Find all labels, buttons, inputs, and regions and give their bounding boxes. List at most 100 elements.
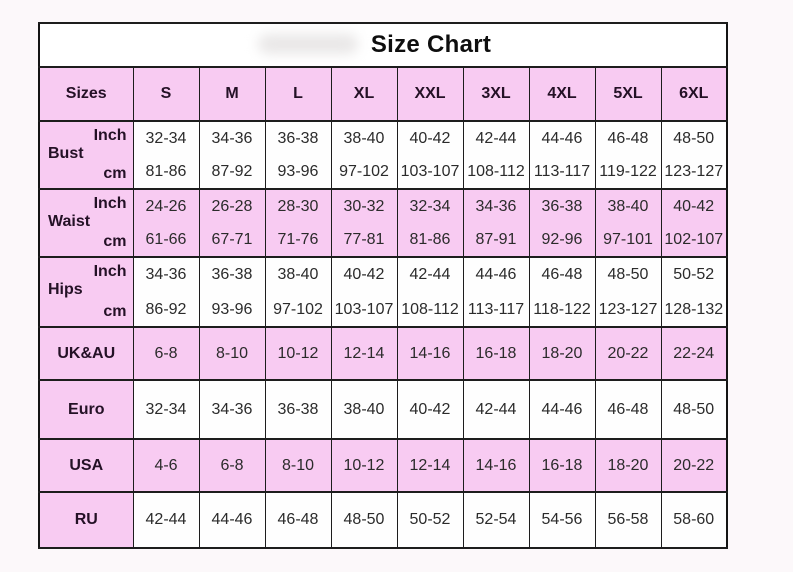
bust-cm-value: 123-127	[664, 163, 724, 180]
waist-cell-l: 28-30 71-76	[264, 188, 332, 258]
hips-cell-5xl: 48-50 123-127	[594, 256, 662, 328]
bust-cell-6xl: 48-50 123-127	[660, 120, 728, 190]
bust-inch-value: 42-44	[475, 130, 517, 147]
hips-cell-3xl: 44-46 113-117	[462, 256, 530, 328]
header-size-3xl: 3XL	[462, 66, 530, 122]
hips-unit-cm: cm	[103, 303, 127, 320]
usa-cell-6xl: 20-22	[660, 438, 728, 493]
bust-inch-value: 44-46	[541, 130, 583, 147]
hips-cm-value: 103-107	[334, 301, 394, 318]
waist-unit-inch: Inch	[93, 195, 127, 212]
waist-cell-xxl: 32-34 81-86	[396, 188, 464, 258]
waist-cell-s: 24-26 61-66	[132, 188, 200, 258]
ru-cell-xxl: 50-52	[396, 491, 464, 549]
hips-cell-4xl: 46-48 118-122	[528, 256, 596, 328]
table-row-euro: Euro 32-34 34-36 36-38 38-40 40-42 42-44…	[38, 379, 728, 440]
bust-row-label: Inch Bust cm	[38, 120, 134, 190]
ru-cell-s: 42-44	[132, 491, 200, 549]
waist-inch-value: 36-38	[541, 198, 583, 215]
bust-cm-value: 93-96	[277, 163, 319, 180]
table-row-usa: USA 4-6 6-8 8-10 10-12 12-14 14-16 16-18…	[38, 438, 728, 493]
hips-cell-xxl: 42-44 108-112	[396, 256, 464, 328]
usa-row-label: USA	[38, 438, 134, 493]
euro-cell-6xl: 48-50	[660, 379, 728, 440]
euro-cell-m: 34-36	[198, 379, 266, 440]
table-row-hips: Inch Hips cm 34-36 86-92 36-38 93-96 38-40…	[38, 256, 728, 328]
bust-cm-value: 113-117	[533, 163, 591, 180]
bust-cm-value: 81-86	[145, 163, 187, 180]
bust-cm-value: 97-102	[339, 163, 389, 180]
hips-cm-value: 97-102	[273, 301, 323, 318]
euro-cell-xxl: 40-42	[396, 379, 464, 440]
bust-inch-value: 40-42	[409, 130, 451, 147]
bust-inch-value: 36-38	[277, 130, 319, 147]
ru-cell-m: 44-46	[198, 491, 266, 549]
hips-cell-6xl: 50-52 128-132	[660, 256, 728, 328]
waist-inch-value: 24-26	[145, 198, 187, 215]
bust-cell-m: 34-36 87-92	[198, 120, 266, 190]
header-size-xl: XL	[330, 66, 398, 122]
waist-inch-value: 40-42	[673, 198, 715, 215]
usa-cell-3xl: 14-16	[462, 438, 530, 493]
hips-inch-value: 50-52	[673, 266, 715, 283]
hips-label: Hips	[48, 281, 83, 298]
bust-cm-value: 103-107	[400, 163, 460, 180]
waist-cm-value: 87-91	[475, 231, 517, 248]
page-title: Size Chart	[370, 31, 492, 58]
waist-inch-value: 38-40	[607, 198, 649, 215]
waist-cm-value: 81-86	[409, 231, 451, 248]
bust-cell-xl: 38-40 97-102	[330, 120, 398, 190]
euro-cell-3xl: 42-44	[462, 379, 530, 440]
ukau-cell-l: 10-12	[264, 326, 332, 381]
hips-cm-value: 128-132	[664, 301, 724, 318]
bust-inch-value: 32-34	[145, 130, 187, 147]
ukau-cell-m: 8-10	[198, 326, 266, 381]
ru-cell-xl: 48-50	[330, 491, 398, 549]
ukau-cell-5xl: 20-22	[594, 326, 662, 381]
ru-cell-4xl: 54-56	[528, 491, 596, 549]
usa-cell-5xl: 18-20	[594, 438, 662, 493]
bust-inch-value: 48-50	[673, 130, 715, 147]
usa-cell-4xl: 16-18	[528, 438, 596, 493]
bust-inch-value: 34-36	[211, 130, 253, 147]
waist-inch-value: 26-28	[211, 198, 253, 215]
hips-inch-value: 40-42	[343, 266, 385, 283]
bust-cm-value: 87-92	[211, 163, 253, 180]
header-size-l: L	[264, 66, 332, 122]
waist-cm-value: 61-66	[145, 231, 187, 248]
euro-cell-xl: 38-40	[330, 379, 398, 440]
ukau-cell-xl: 12-14	[330, 326, 398, 381]
waist-cell-3xl: 34-36 87-91	[462, 188, 530, 258]
waist-cell-4xl: 36-38 92-96	[528, 188, 596, 258]
waist-cm-value: 92-96	[541, 231, 583, 248]
size-chart-table: Size Chart Sizes S M L XL XXL 3XL 4XL 5X…	[38, 22, 728, 549]
watermark-smudge	[258, 34, 358, 54]
hips-cm-value: 86-92	[145, 301, 187, 318]
ukau-cell-3xl: 16-18	[462, 326, 530, 381]
ru-row-label: RU	[38, 491, 134, 549]
euro-cell-s: 32-34	[132, 379, 200, 440]
waist-cell-5xl: 38-40 97-101	[594, 188, 662, 258]
bust-cell-4xl: 44-46 113-117	[528, 120, 596, 190]
table-row-header: Sizes S M L XL XXL 3XL 4XL 5XL 6XL	[38, 66, 728, 122]
hips-inch-value: 46-48	[541, 266, 583, 283]
table-row-title: Size Chart	[38, 22, 728, 68]
hips-inch-value: 48-50	[607, 266, 649, 283]
bust-inch-value: 38-40	[343, 130, 385, 147]
hips-unit-inch: Inch	[93, 263, 127, 280]
waist-inch-value: 28-30	[277, 198, 319, 215]
hips-cell-m: 36-38 93-96	[198, 256, 266, 328]
table-row-ukau: UK&AU 6-8 8-10 10-12 12-14 14-16 16-18 1…	[38, 326, 728, 381]
waist-unit-cm: cm	[103, 233, 127, 250]
header-size-6xl: 6XL	[660, 66, 728, 122]
header-sizes-label: Sizes	[38, 66, 134, 122]
hips-inch-value: 44-46	[475, 266, 517, 283]
hips-cell-xl: 40-42 103-107	[330, 256, 398, 328]
waist-cm-value: 67-71	[211, 231, 253, 248]
header-size-4xl: 4XL	[528, 66, 596, 122]
bust-cm-value: 108-112	[467, 163, 525, 180]
table-row-bust: Inch Bust cm 32-34 81-86 34-36 87-92 36-38…	[38, 120, 728, 190]
table-row-ru: RU 42-44 44-46 46-48 48-50 50-52 52-54 5…	[38, 491, 728, 549]
bust-cell-l: 36-38 93-96	[264, 120, 332, 190]
